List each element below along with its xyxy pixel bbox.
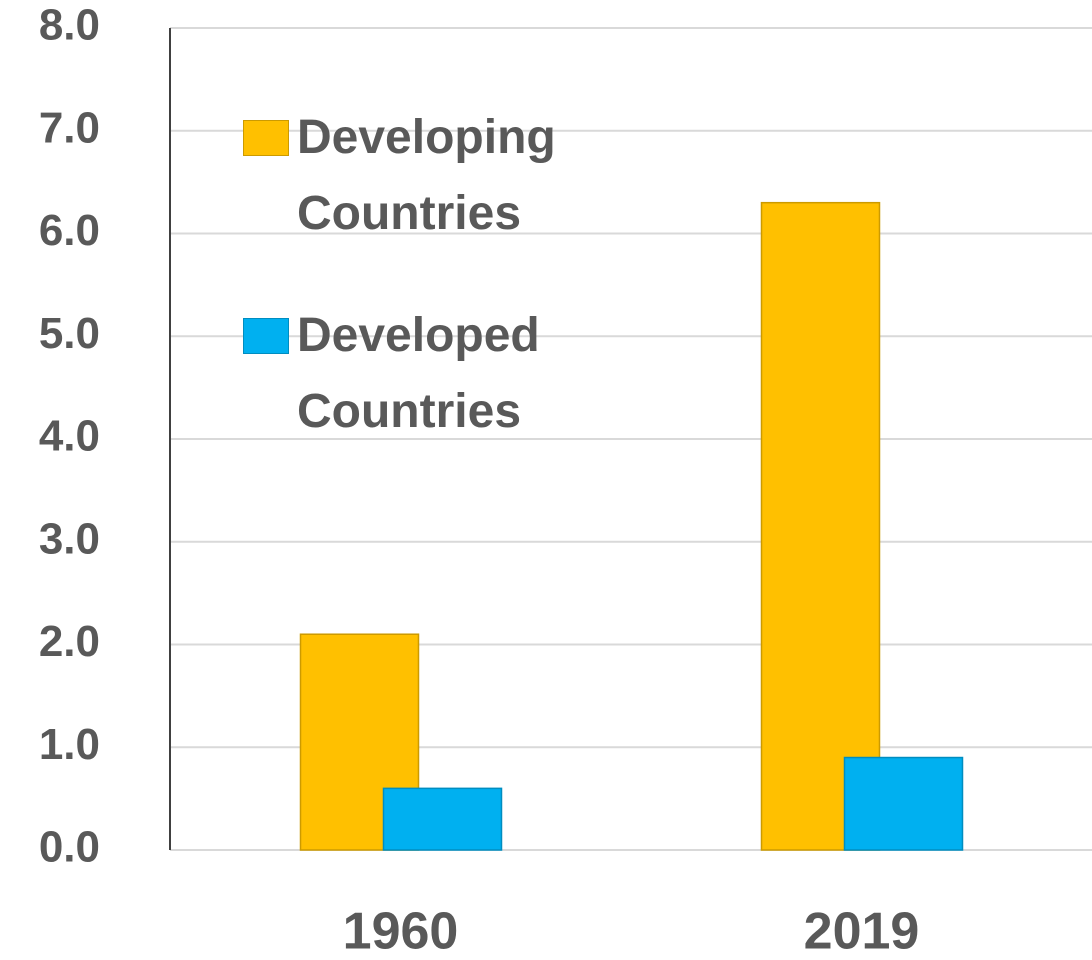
y-tick-label: 4.0 (39, 412, 100, 461)
legend-entry: Developing Countries (243, 100, 603, 252)
bar (382, 787, 503, 851)
y-tick-label: 7.0 (39, 103, 100, 152)
x-tick-label: 1960 (343, 903, 459, 960)
y-tick-label: 5.0 (39, 309, 100, 358)
y-tick-label: 6.0 (39, 206, 100, 255)
y-tick-label: 2.0 (39, 617, 100, 666)
x-tick-label: 2019 (804, 903, 920, 960)
y-tick-label: 3.0 (39, 514, 100, 563)
legend-label: Developing Countries (297, 111, 556, 240)
y-tick-label: 1.0 (39, 720, 100, 769)
legend-swatch (243, 120, 289, 156)
bar (843, 756, 964, 851)
bar (760, 201, 881, 851)
y-tick-label: 0.0 (39, 823, 100, 872)
legend-label: Developed Countries (297, 309, 540, 438)
legend-swatch (243, 318, 289, 354)
y-tick-label: 8.0 (39, 1, 100, 50)
legend-entry: Developed Countries (243, 298, 603, 450)
